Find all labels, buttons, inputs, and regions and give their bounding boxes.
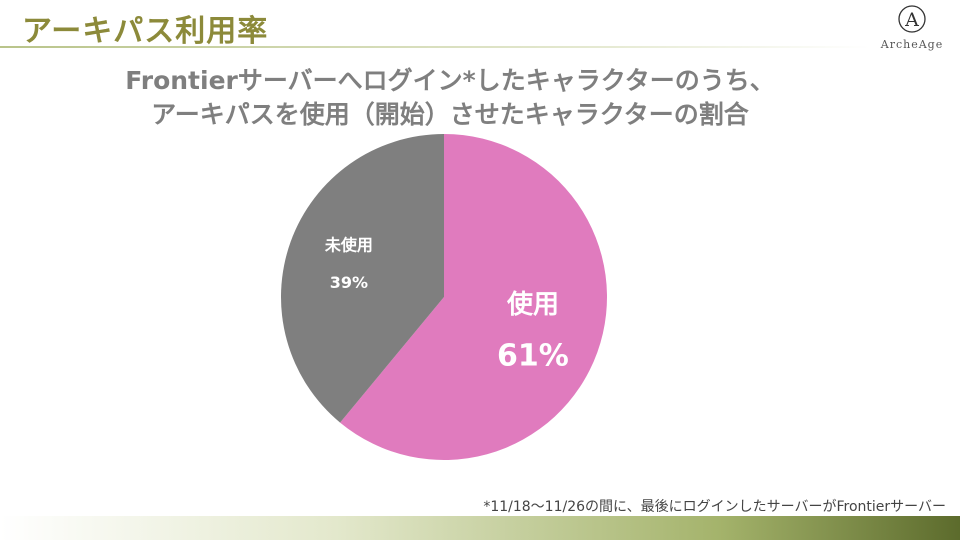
pie-value-label-1: 39%	[330, 273, 368, 292]
pie-label-1: 未使用	[324, 235, 373, 254]
pie-chart: 使用 61% 未使用 39%	[281, 134, 607, 460]
logo-text: ArcheAge	[880, 38, 944, 51]
pie-value-label-0: 61%	[497, 339, 569, 374]
footnote: *11/18～11/26の間に、最後にログインしたサーバーがFrontierサー…	[483, 499, 946, 515]
chart-title-line-1: Frontierサーバーへログイン*したキャラクターのうち、	[125, 66, 775, 95]
title-divider	[0, 46, 870, 48]
archeage-logo: A ArcheAge	[878, 4, 946, 51]
pie-slice-1	[281, 134, 444, 423]
logo-letter: A	[904, 9, 919, 31]
logo-emblem-icon: A	[898, 5, 926, 33]
bottom-decor-bar	[0, 516, 960, 540]
pie-slice-0	[340, 134, 607, 460]
chart-title-line-2: アーキパスを使用（開始）させたキャラクターの割合	[151, 100, 749, 129]
chart-title: Frontierサーバーへログイン*したキャラクターのうち、 アーキパスを使用（…	[0, 64, 900, 132]
slide-title: アーキパス利用率	[22, 14, 269, 49]
pie-label-0: 使用	[506, 290, 559, 320]
